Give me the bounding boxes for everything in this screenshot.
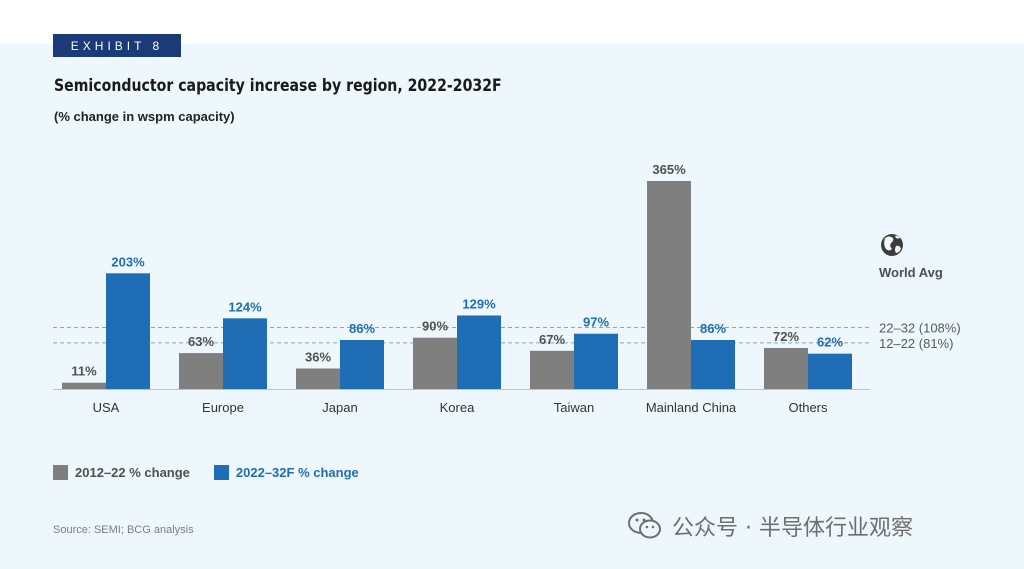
chart-panel [0,44,1024,569]
legend-label-series-1: 2012–22 % change [75,465,190,480]
bar-2-5 [691,339,735,389]
bar-2-2 [340,339,384,389]
chart-subtitle: (% change in wspm capacity) [54,109,235,124]
wechat-icon [628,512,661,539]
bar-2-0 [106,273,150,389]
bar-1-3 [413,337,457,389]
data-label-1-5: 365% [652,162,686,177]
watermark-text: 公众号 · 半导体行业观察 [672,516,913,541]
bar-2-3 [457,315,501,389]
legend-item-series-1: 2012–22 % change [53,465,190,480]
source-note: Source: SEMI; BCG analysis [53,524,194,536]
data-label-2-4: 97% [583,315,609,330]
data-label-1-4: 67% [539,332,565,347]
data-label-2-1: 124% [228,299,262,314]
legend-swatch-series-2 [213,465,229,480]
data-label-1-0: 11% [71,364,97,379]
data-label-1-6: 72% [773,329,799,344]
bar-1-1 [179,353,223,389]
data-label-1-3: 90% [422,319,448,334]
legend-swatch-series-1 [53,465,68,480]
data-label-1-1: 63% [188,334,214,349]
data-label-1-2: 36% [305,349,331,364]
data-label-2-5: 86% [700,321,726,336]
data-label-2-0: 203% [111,254,145,269]
bar-1-4 [530,350,574,389]
bar-1-5 [647,181,691,389]
category-label-5: Mainland China [646,400,737,415]
bar-2-1 [223,318,267,389]
bar-1-2 [296,368,340,389]
category-label-0: USA [93,400,120,415]
globe-icon [881,234,903,256]
watermark: 公众号 · 半导体行业观察 [628,510,913,542]
legend-item-series-2: 2022–32F % change [213,465,359,480]
reference-line-label-1: 22–32 (108%) [879,320,961,335]
data-label-2-6: 62% [817,335,843,350]
category-label-4: Taiwan [554,400,594,415]
bar-1-6 [764,347,808,389]
exhibit-badge: EXHIBIT 8 [53,34,181,57]
bar-2-6 [808,353,852,389]
category-label-3: Korea [440,400,475,415]
bar-1-0 [62,382,106,389]
category-label-1: Europe [202,400,244,415]
category-label-2: Japan [322,400,357,415]
reference-line-label-2: 12–22 (81%) [879,336,953,351]
bar-2-4 [574,333,618,389]
data-label-2-2: 86% [349,321,375,336]
chart-title: Semiconductor capacity increase by regio… [54,76,502,96]
category-label-6: Others [788,400,828,415]
world-avg-label: World Avg [879,265,943,280]
legend-label-series-2: 2022–32F % change [235,465,359,480]
chart-legend: 2012–22 % change 2022–32F % change [53,465,383,480]
data-label-2-3: 129% [462,296,496,311]
